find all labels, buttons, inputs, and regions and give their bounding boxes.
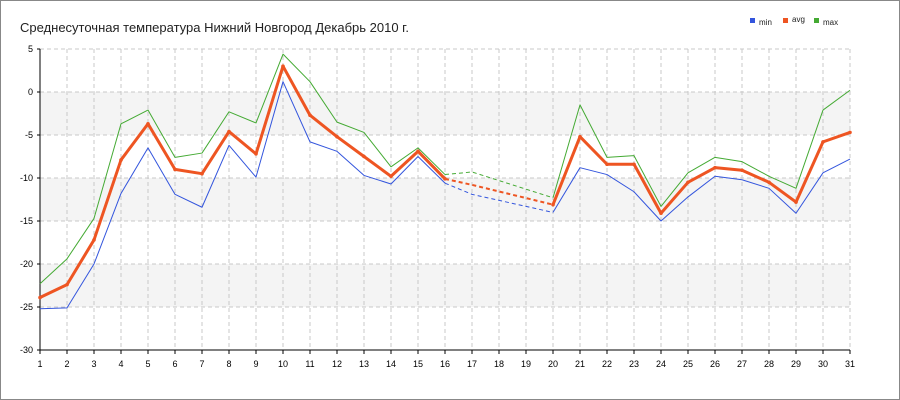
data-point-avg: [686, 180, 690, 185]
data-point-avg: [416, 149, 420, 154]
x-tick-label: 15: [413, 359, 423, 369]
chart-title: Среднесуточная температура Нижний Новгор…: [20, 20, 409, 35]
x-tick-label: 4: [118, 359, 123, 369]
x-tick-label: 9: [253, 359, 258, 369]
data-point-avg: [821, 140, 825, 144]
series-line-avg: [551, 131, 851, 215]
x-tick-label: 31: [845, 359, 855, 369]
data-point-avg: [551, 202, 555, 207]
shaded-band: [40, 264, 850, 307]
legend-swatch-avg: [783, 18, 788, 23]
series-line-avg: [39, 64, 447, 299]
x-tick-label: 24: [656, 359, 666, 369]
series-gap-min: [444, 182, 554, 213]
data-point-avg: [362, 154, 366, 159]
data-point-avg: [308, 113, 312, 118]
x-tick-label: 2: [64, 359, 69, 369]
data-point-avg: [632, 162, 636, 167]
data-point-avg: [281, 64, 285, 68]
series-gap-max: [444, 171, 554, 199]
x-tick-label: 18: [494, 359, 504, 369]
x-tick-label: 7: [199, 359, 204, 369]
x-tick-label: 22: [602, 359, 612, 369]
y-tick-label: 0: [28, 87, 33, 97]
series-line-max: [552, 89, 851, 207]
data-point-avg: [119, 158, 123, 162]
series-gap-avg: [444, 177, 554, 206]
data-point-avg: [92, 238, 96, 242]
x-tick-label: 8: [226, 359, 231, 369]
x-tick-label: 3: [91, 359, 96, 369]
x-tick-label: 14: [386, 359, 396, 369]
y-tick-label: 5: [28, 44, 33, 54]
legend-swatch-min: [750, 18, 755, 23]
data-point-avg: [605, 162, 609, 167]
legend-label-min: min: [759, 18, 772, 27]
data-point-avg: [254, 152, 258, 156]
x-tick-label: 20: [548, 359, 558, 369]
data-point-avg: [578, 134, 582, 139]
data-point-avg: [38, 295, 42, 300]
series-line-min: [552, 158, 851, 222]
legend-label-avg: avg: [792, 15, 805, 24]
x-tick-label: 10: [278, 359, 288, 369]
x-tick-label: 25: [683, 359, 693, 369]
x-tick-label: 27: [737, 359, 747, 369]
x-tick-label: 12: [332, 359, 342, 369]
x-tick-label: 30: [818, 359, 828, 369]
x-tick-label: 5: [145, 359, 150, 369]
data-point-avg: [146, 122, 150, 126]
data-point-avg: [767, 180, 771, 185]
series-line-min: [39, 81, 446, 310]
y-tick-label: -30: [20, 345, 33, 355]
y-tick-label: -10: [20, 173, 33, 183]
x-tick-label: 21: [575, 359, 585, 369]
data-point-avg: [389, 174, 393, 179]
data-point-avg: [227, 129, 231, 134]
data-point-avg: [65, 282, 69, 287]
data-point-avg: [740, 168, 744, 173]
y-tick-label: -20: [20, 259, 33, 269]
data-point-avg: [335, 134, 339, 139]
series-line-max: [39, 53, 446, 285]
data-point-avg: [173, 167, 177, 172]
data-point-avg: [794, 200, 798, 204]
y-tick-label: -5: [25, 130, 33, 140]
y-tick-label: -25: [20, 302, 33, 312]
x-tick-label: 16: [440, 359, 450, 369]
x-tick-label: 28: [764, 359, 774, 369]
x-tick-label: 17: [467, 359, 477, 369]
data-point-avg: [200, 171, 204, 176]
x-tick-label: 6: [172, 359, 177, 369]
x-tick-label: 19: [521, 359, 531, 369]
legend-label-max: max: [823, 18, 838, 27]
x-tick-label: 13: [359, 359, 369, 369]
x-tick-label: 1: [37, 359, 42, 369]
legend-swatch-max: [814, 18, 819, 23]
data-point-avg: [659, 211, 663, 216]
x-tick-label: 29: [791, 359, 801, 369]
data-point-avg: [713, 165, 717, 170]
x-tick-label: 26: [710, 359, 720, 369]
x-tick-label: 23: [629, 359, 639, 369]
x-tick-label: 11: [305, 359, 314, 369]
y-tick-label: -15: [20, 216, 33, 226]
data-point-avg: [443, 177, 447, 181]
data-point-avg: [848, 130, 852, 135]
